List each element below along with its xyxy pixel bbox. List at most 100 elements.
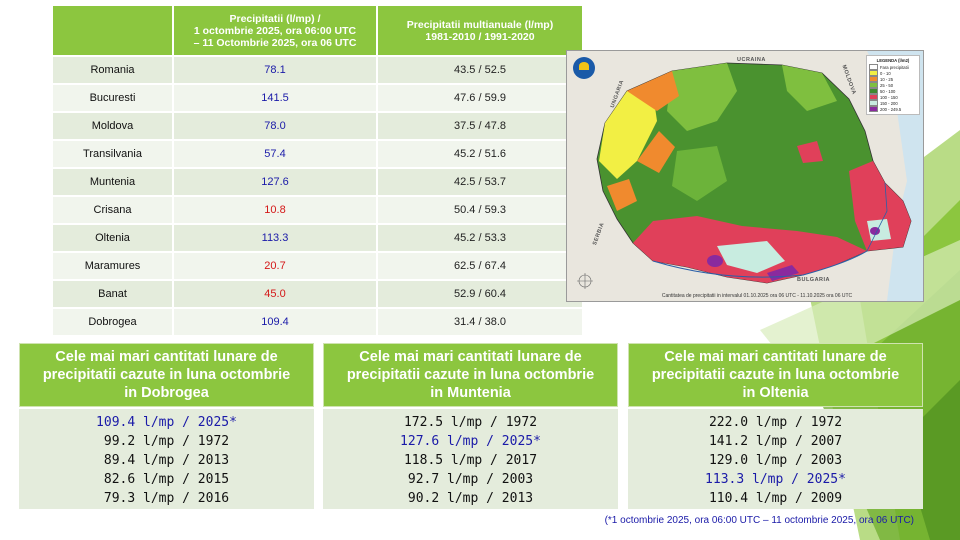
legend-item: 0 - 10 [869, 70, 917, 76]
region-name: Banat [53, 280, 174, 309]
record-entry-current: 127.6 l/mp / 2025* [400, 434, 541, 449]
record-entry: 90.2 l/mp / 2013 [407, 491, 534, 506]
map-caption: Cantitatea de precipitatii in intervalul… [661, 293, 853, 299]
legend-swatch [869, 100, 878, 106]
precip-value: 141.5 [173, 84, 378, 113]
records-box-muntenia: Cele mai mari cantitati lunare de precipi… [323, 343, 618, 509]
header-line: Precipitatii (l/mp) / [229, 12, 321, 25]
legend-item: 100 - 150 [869, 94, 917, 100]
multiannual-value: 47.6 / 59.9 [377, 84, 584, 113]
records-box-title-line: precipitatii cazute in luna octombrie [651, 367, 900, 383]
header-line: – 11 Octombrie 2025, ora 06 UTC [193, 36, 357, 49]
record-entry: 92.7 l/mp / 2003 [407, 472, 534, 487]
multiannual-value: 62.5 / 67.4 [377, 252, 584, 281]
legend-label: Fara precipitatii [880, 64, 909, 70]
legend-item: 50 - 100 [869, 88, 917, 94]
record-entry: 89.4 l/mp / 2013 [103, 453, 230, 468]
precip-value: 57.4 [173, 140, 378, 169]
table-row: Moldova 78.0 37.5 / 47.8 [53, 112, 584, 141]
record-entry: 129.0 l/mp / 2003 [708, 453, 843, 468]
records-box-list: 109.4 l/mp / 2025* 99.2 l/mp / 1972 89.4 l… [19, 409, 314, 509]
legend-label: 10 - 25 [880, 76, 894, 82]
header-region [53, 6, 174, 57]
records-box-list: 222.0 l/mp / 1972 141.2 l/mp / 2007 129.0 … [628, 409, 923, 509]
table-row: Bucuresti 141.5 47.6 / 59.9 [53, 84, 584, 113]
table-row: Maramures 20.7 62.5 / 67.4 [53, 252, 584, 281]
records-box-title-line: in Muntenia [430, 385, 511, 401]
records-box-title-line: in Oltenia [742, 385, 809, 401]
precip-value: 20.7 [173, 252, 378, 281]
region-name: Crisana [53, 196, 174, 225]
region-name: Dobrogea [53, 308, 174, 337]
legend-label: 0 - 10 [880, 70, 891, 76]
records-box-title: Cele mai mari cantitati lunare de precipi… [19, 343, 314, 407]
header-multiannual: Precipitatii multianuale (l/mp) 1981-201… [377, 6, 584, 57]
legend-item: Fara precipitatii [869, 64, 917, 70]
table-row: Muntenia 127.6 42.5 / 53.7 [53, 168, 584, 197]
legend-label: 150 - 200 [880, 100, 898, 106]
record-entry-current: 113.3 l/mp / 2025* [705, 472, 846, 487]
records-box-title: Cele mai mari cantitati lunare de precipi… [628, 343, 923, 407]
legend-item: 200 - 249.5 [869, 106, 917, 112]
multiannual-value: 45.2 / 53.3 [377, 224, 584, 253]
legend-item: 25 - 50 [869, 82, 917, 88]
records-box-title-line: precipitatii cazute in luna octombrie [346, 367, 595, 383]
multiannual-value: 50.4 / 59.3 [377, 196, 584, 225]
records-box-title-line: Cele mai mari cantitati lunare de [359, 349, 582, 365]
region-name: Romania [53, 56, 174, 85]
records-box-title-line: in Dobrogea [124, 385, 209, 401]
precip-value: 78.0 [173, 112, 378, 141]
legend-swatch [869, 82, 878, 88]
meteo-logo-icon [573, 57, 595, 79]
record-entry: 222.0 l/mp / 1972 [708, 415, 843, 430]
table-row: Crisana 10.8 50.4 / 59.3 [53, 196, 584, 225]
header-precip-period: Precipitatii (l/mp) / 1 octombrie 2025, … [173, 6, 378, 57]
record-entry: 172.5 l/mp / 1972 [403, 415, 538, 430]
legend-swatch [869, 106, 878, 112]
precip-value: 127.6 [173, 168, 378, 197]
precip-value: 10.8 [173, 196, 378, 225]
precip-value: 109.4 [173, 308, 378, 337]
records-box-oltenia: Cele mai mari cantitati lunare de precipi… [628, 343, 923, 509]
record-entry: 79.3 l/mp / 2016 [103, 491, 230, 506]
records-box-title: Cele mai mari cantitati lunare de precipi… [323, 343, 618, 407]
records-box-dobrogea: Cele mai mari cantitati lunare de precipi… [19, 343, 314, 509]
record-entry: 99.2 l/mp / 1972 [103, 434, 230, 449]
multiannual-value: 45.2 / 51.6 [377, 140, 584, 169]
footnote: (*1 octombrie 2025, ora 06:00 UTC – 11 o… [604, 515, 914, 526]
legend-swatch [869, 76, 878, 82]
region-name: Maramures [53, 252, 174, 281]
map-label-bulgaria: BULGARIA [797, 277, 831, 283]
table-row: Romania 78.1 43.5 / 52.5 [53, 56, 584, 85]
legend-item: 150 - 200 [869, 100, 917, 106]
legend-label: 50 - 100 [880, 88, 896, 94]
multiannual-value: 31.4 / 38.0 [377, 308, 584, 337]
table-header-row: Precipitatii (l/mp) / 1 octombrie 2025, … [53, 6, 584, 57]
table-row: Transilvania 57.4 45.2 / 51.6 [53, 140, 584, 169]
legend-swatch [869, 64, 878, 70]
map-legend: LEGENDA (l/m2) Fara precipitatii 0 - 10 10… [866, 55, 920, 115]
multiannual-value: 42.5 / 53.7 [377, 168, 584, 197]
precip-value: 45.0 [173, 280, 378, 309]
multiannual-value: 43.5 / 52.5 [377, 56, 584, 85]
record-entry-current: 109.4 l/mp / 2025* [96, 415, 237, 430]
records-box-title-line: precipitatii cazute in luna octombrie [42, 367, 291, 383]
legend-title: LEGENDA (l/m2) [876, 58, 910, 63]
region-name: Oltenia [53, 224, 174, 253]
region-name: Moldova [53, 112, 174, 141]
records-box-title-line: Cele mai mari cantitati lunare de [55, 349, 278, 365]
legend-item: 10 - 25 [869, 76, 917, 82]
map-label-ukraine: UCRAINA [737, 57, 766, 63]
records-box-title-line: Cele mai mari cantitati lunare de [664, 349, 887, 365]
legend-swatch [869, 88, 878, 94]
records-box-list: 172.5 l/mp / 1972 127.6 l/mp / 2025* 118.5… [323, 409, 618, 509]
region-name: Muntenia [53, 168, 174, 197]
multiannual-value: 37.5 / 47.8 [377, 112, 584, 141]
table-row: Dobrogea 109.4 31.4 / 38.0 [53, 308, 584, 337]
legend-swatch [869, 94, 878, 100]
record-entry: 141.2 l/mp / 2007 [708, 434, 843, 449]
precip-value: 78.1 [173, 56, 378, 85]
record-entry: 118.5 l/mp / 2017 [403, 453, 538, 468]
multiannual-value: 52.9 / 60.4 [377, 280, 584, 309]
region-name: Transilvania [53, 140, 174, 169]
